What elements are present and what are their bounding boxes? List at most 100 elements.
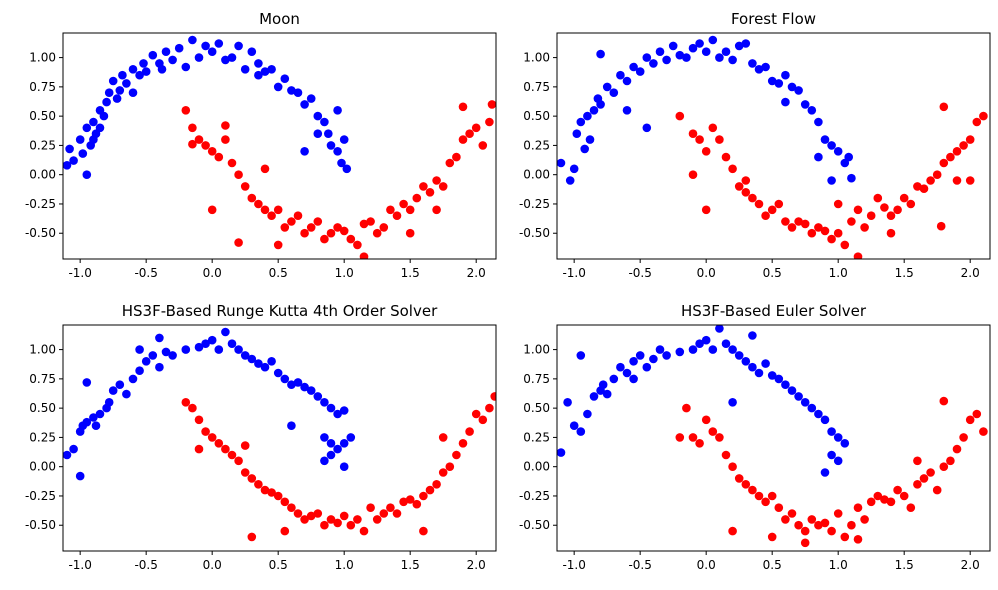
point-class1 [688, 129, 698, 138]
point-class1 [188, 123, 197, 133]
point-class1 [939, 462, 949, 472]
point-class1 [965, 415, 975, 425]
point-class0 [583, 111, 592, 121]
point-class1 [688, 433, 698, 442]
point-class0 [214, 39, 224, 48]
x-tick-label: 0.0 [697, 266, 716, 280]
axes-frame [62, 324, 497, 552]
point-class1 [445, 158, 455, 168]
point-class0 [655, 47, 665, 56]
scatter-points [557, 325, 988, 548]
point-class0 [188, 35, 197, 45]
point-class0 [662, 55, 671, 65]
point-class0 [174, 43, 184, 53]
subplot-title: Moon [259, 10, 300, 28]
point-class0 [333, 409, 342, 419]
point-class1 [972, 117, 982, 127]
point-class0 [721, 47, 731, 56]
point-class0 [306, 94, 316, 103]
point-class1 [346, 234, 356, 244]
point-class0 [99, 111, 109, 121]
point-class1 [320, 234, 329, 244]
point-class1 [458, 102, 468, 112]
point-class1 [207, 205, 217, 215]
point-class0 [844, 152, 853, 162]
y-tick-label: -0.50 [25, 518, 56, 532]
point-class1 [306, 223, 316, 232]
point-class0 [774, 374, 784, 384]
y-tick-label: 1.00 [29, 343, 56, 357]
point-class1 [201, 141, 210, 150]
point-class0 [814, 409, 823, 419]
point-class1 [728, 526, 737, 536]
point-class0 [201, 339, 210, 349]
point-class0 [234, 345, 243, 354]
y-tick-label: 0.50 [29, 401, 56, 415]
point-class1 [201, 427, 210, 436]
point-class0 [339, 439, 349, 448]
point-class1 [273, 205, 283, 215]
point-class0 [104, 398, 114, 407]
point-class0 [741, 357, 751, 366]
point-class1 [490, 392, 496, 401]
point-class0 [800, 398, 810, 407]
point-class0 [82, 170, 92, 179]
point-class0 [260, 362, 270, 372]
point-class0 [596, 49, 605, 59]
point-class1 [366, 217, 375, 226]
point-class0 [596, 100, 605, 109]
point-class0 [642, 53, 652, 62]
point-class1 [833, 199, 843, 209]
point-class0 [833, 147, 843, 156]
point-class0 [781, 97, 790, 107]
point-class0 [287, 421, 296, 431]
point-class1 [392, 509, 402, 518]
point-class0 [787, 386, 797, 395]
point-class1 [333, 223, 342, 232]
point-class1 [728, 164, 737, 174]
point-class0 [287, 380, 296, 390]
x-tick-label: -1.0 [562, 266, 585, 280]
point-class1 [234, 456, 243, 466]
point-class0 [598, 380, 608, 390]
point-class0 [320, 433, 329, 442]
point-class0 [576, 117, 586, 127]
point-class1 [399, 199, 408, 209]
point-class0 [557, 448, 566, 457]
point-class0 [833, 456, 843, 466]
point-class1 [906, 503, 916, 512]
point-class1 [306, 511, 316, 521]
point-class0 [112, 94, 122, 103]
point-class0 [569, 164, 579, 174]
point-class1 [273, 491, 283, 501]
point-class0 [69, 444, 78, 454]
point-class0 [108, 386, 118, 395]
point-class1 [866, 497, 876, 507]
x-tick-label: 1.5 [895, 266, 914, 280]
point-class1 [886, 497, 896, 507]
x-tick-label: -0.5 [628, 558, 651, 572]
point-class1 [767, 491, 777, 501]
point-class1 [194, 444, 204, 454]
point-class0 [115, 380, 125, 390]
point-class1 [886, 228, 896, 238]
point-class1 [781, 515, 790, 524]
point-class1 [438, 182, 448, 191]
point-class1 [313, 217, 323, 226]
point-class1 [260, 164, 270, 174]
point-class1 [840, 532, 850, 542]
point-class0 [668, 41, 678, 51]
point-class1 [207, 433, 217, 442]
point-class0 [155, 333, 164, 343]
point-class1 [372, 515, 382, 524]
point-class0 [609, 88, 619, 97]
point-class0 [337, 158, 346, 168]
point-class0 [820, 415, 830, 425]
y-tick-label: 0.75 [523, 372, 550, 386]
point-class1 [873, 193, 883, 203]
point-class1 [880, 203, 889, 212]
point-class1 [326, 228, 336, 238]
y-tick-label: 0.00 [523, 460, 550, 474]
point-class1 [339, 226, 349, 236]
point-class0 [135, 345, 144, 354]
